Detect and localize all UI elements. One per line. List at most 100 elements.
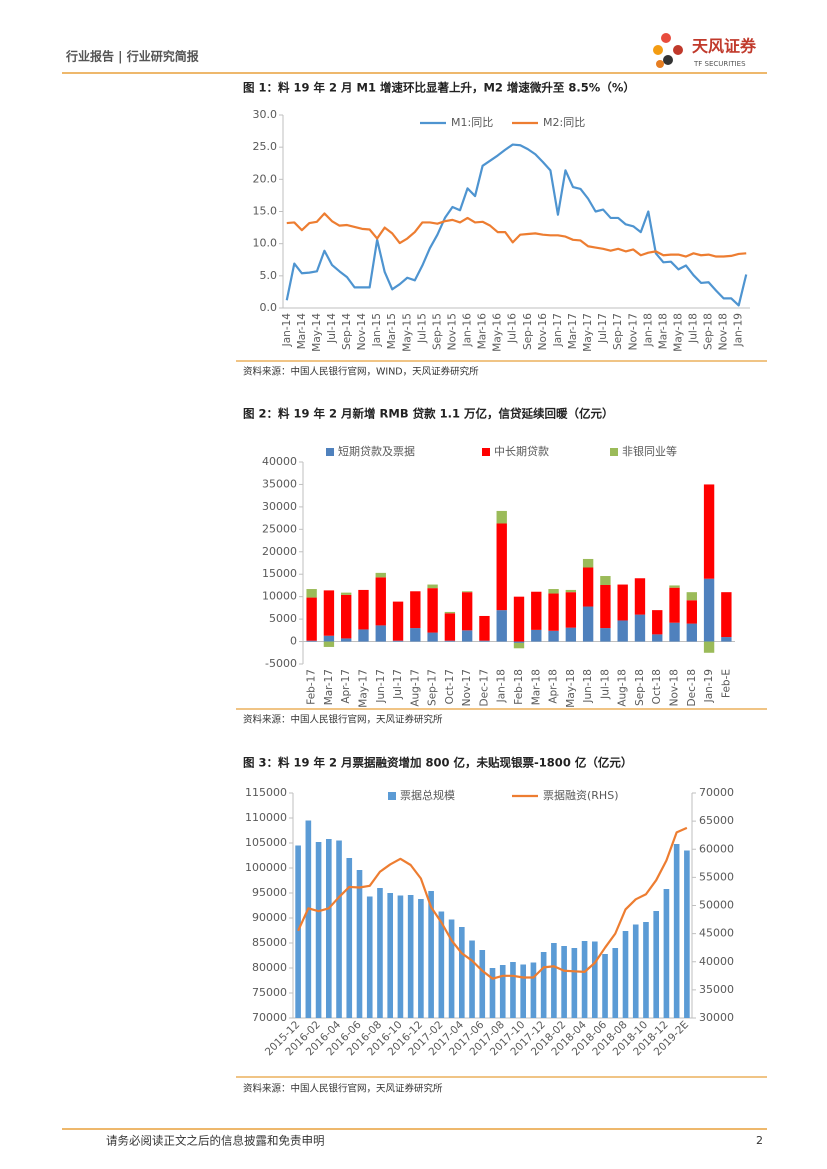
y-tick-label: 5.0	[260, 269, 278, 282]
y-tick-label: 95000	[252, 886, 287, 899]
bar	[428, 891, 434, 1018]
bar	[496, 510, 507, 524]
bar	[634, 578, 646, 615]
x-tick-label: Oct-17	[444, 669, 456, 704]
bar	[427, 588, 438, 633]
x-tick-label: Nov-14	[356, 313, 368, 351]
bar	[410, 628, 421, 642]
bar	[721, 592, 732, 638]
bar	[600, 576, 611, 585]
x-tick-label: Apr-17	[340, 669, 352, 704]
bar	[306, 640, 317, 642]
legend-label: 票据融资(RHS)	[543, 788, 618, 802]
bar	[617, 584, 628, 621]
bar	[513, 641, 525, 643]
figure-caption: 图 1：料 19 年 2 月 M1 增速环比显著上升，M2 增速微升至 8.5%…	[243, 81, 635, 95]
x-tick-label: Feb-17	[306, 669, 318, 705]
x-tick-label: Sep-17	[427, 669, 439, 706]
bar	[438, 911, 445, 1018]
x-tick-label: May-17	[582, 313, 594, 352]
bar	[612, 948, 619, 1018]
bar	[531, 629, 542, 642]
bar	[323, 641, 335, 647]
x-tick-label: Jul-17	[597, 313, 609, 344]
bar	[531, 591, 542, 630]
x-tick-label: Jan-16	[462, 313, 474, 348]
x-tick-label: May-18	[672, 313, 684, 352]
bar	[306, 597, 317, 641]
bar	[669, 585, 680, 588]
bar	[565, 589, 577, 593]
bar	[551, 943, 557, 1018]
header-title: 行业报告 | 行业研究简报	[65, 49, 199, 64]
bar	[721, 637, 732, 642]
bar	[410, 591, 421, 629]
y-tick-label: 15000	[262, 567, 297, 580]
footer-disclaimer: 请务必阅读正文之后的信息披露和免责申明	[106, 1134, 325, 1148]
bar	[461, 591, 473, 593]
x-tick-label: Mar-18	[530, 669, 542, 705]
bar	[499, 965, 506, 1018]
bar	[444, 640, 456, 642]
bar	[315, 842, 322, 1018]
x-tick-label: Jan-18	[642, 313, 654, 347]
bar	[548, 589, 559, 594]
x-tick-label: Jun-18	[582, 669, 594, 704]
bar	[341, 592, 352, 595]
legend-swatch	[326, 448, 334, 456]
x-tick-label: Jan-19	[733, 313, 745, 347]
logo-subtext: TF SECURITIES	[693, 60, 746, 68]
bar	[444, 613, 456, 641]
bar	[686, 600, 697, 624]
legend-label: M2:同比	[543, 116, 585, 129]
x-tick-label: Jan-15	[371, 313, 383, 347]
x-tick-label: Sep-16	[522, 313, 534, 350]
x-tick-label: Aug-17	[409, 669, 421, 707]
bar	[622, 931, 629, 1018]
y-tick-label: 10000	[262, 590, 297, 603]
x-tick-label: Jan-14	[281, 313, 293, 348]
bar	[591, 941, 598, 1018]
bar	[496, 523, 507, 611]
x-tick-label: Jan-19	[703, 669, 715, 703]
bar	[530, 962, 537, 1018]
y-tick-label: 80000	[252, 961, 287, 974]
x-tick-label: Sep-17	[612, 313, 624, 350]
y-tick-label: 20.0	[253, 172, 278, 185]
bar	[375, 572, 386, 578]
legend-swatch	[388, 792, 396, 800]
y-tick-label: 10.0	[253, 237, 278, 250]
y-tick-label: 70000	[252, 1011, 287, 1024]
bar	[479, 640, 490, 642]
bar	[397, 895, 404, 1018]
bar	[295, 845, 301, 1018]
legend-swatch	[610, 448, 618, 456]
bar	[444, 611, 456, 614]
y2-tick-label: 70000	[699, 786, 734, 799]
x-tick-label: Mar-17	[567, 313, 579, 349]
bar	[323, 635, 335, 642]
bar	[306, 589, 317, 598]
bar	[392, 640, 404, 642]
y-tick-label: 0.0	[260, 301, 278, 314]
x-tick-label: Jul-18	[599, 669, 611, 700]
x-tick-label: Jul-16	[507, 313, 519, 344]
bar	[571, 948, 578, 1018]
x-tick-label: Oct-18	[651, 669, 663, 704]
bar	[375, 625, 386, 642]
bar	[673, 844, 680, 1018]
bar	[427, 584, 438, 589]
bar	[458, 927, 465, 1018]
bar	[323, 590, 335, 636]
bar	[366, 896, 373, 1018]
y-tick-label: 30000	[262, 500, 297, 513]
x-tick-label: Jan-18	[496, 669, 508, 703]
bar	[346, 858, 353, 1018]
line-series	[286, 212, 747, 258]
x-tick-label: Jul-14	[326, 313, 338, 344]
bar	[703, 641, 715, 653]
x-tick-label: Sep-18	[703, 313, 715, 350]
bar	[565, 627, 577, 642]
bar	[582, 606, 594, 642]
x-tick-label: Nov-18	[669, 669, 681, 706]
